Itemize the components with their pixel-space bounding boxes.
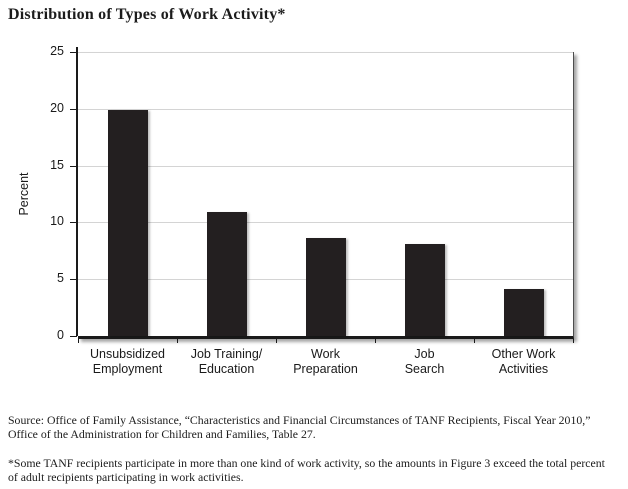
y-tick-label-0: 0 [57, 328, 64, 342]
x-tick-2 [276, 339, 277, 343]
category-label-line: Education [198, 362, 255, 376]
category-label-2: Job Training/Education [177, 347, 276, 377]
category-label-4: Job Search [375, 347, 474, 377]
x-tick-1 [177, 339, 178, 343]
y-tick-5 [70, 279, 77, 281]
category-label-line: Job [414, 347, 435, 361]
y-tick-20 [70, 108, 77, 110]
gridline-25 [78, 52, 573, 53]
y-tick-10 [70, 222, 77, 224]
y-tick-label-5: 5 [57, 271, 64, 286]
category-label-line: Job Training/ [190, 347, 263, 361]
category-label-1: Unsubsidized Employment [78, 347, 177, 377]
y-tick-label-25: 25 [50, 44, 64, 58]
bar-3 [305, 238, 346, 336]
x-tick-0 [78, 339, 79, 343]
x-tick-5 [573, 339, 574, 343]
category-label-line: Employment [92, 362, 163, 376]
category-label-3: Work Preparation [276, 347, 375, 377]
x-tick-3 [375, 339, 376, 343]
category-label-line: Search [404, 362, 445, 376]
category-label-line: Preparation [293, 362, 358, 376]
y-tick-0 [70, 336, 77, 337]
category-label-line: Activities [498, 362, 549, 376]
gridline-20 [78, 108, 573, 110]
source-note: Source: Office of Family Assistance, “Ch… [8, 412, 591, 442]
bar-4 [404, 244, 445, 336]
y-axis-title: Percent [17, 172, 31, 216]
x-tick-4 [474, 339, 475, 343]
footnote: *Some TANF recipients participate in mor… [8, 455, 605, 485]
category-label-line: Work [311, 347, 340, 361]
y-tick-label-15: 15 [50, 157, 64, 172]
y-tick-label-10: 10 [50, 214, 64, 229]
category-label-line: Unsubsidized [89, 347, 166, 361]
gridline-10 [78, 222, 573, 224]
y-tick-25 [70, 52, 77, 53]
bar-1 [107, 110, 148, 336]
gridline-15 [78, 165, 573, 167]
bar-5 [503, 289, 544, 336]
category-label-5: Other Work Activities [474, 347, 573, 377]
plot-area [78, 52, 574, 339]
y-axis-line [76, 47, 78, 336]
page-title: Distribution of Types of Work Activity* [8, 6, 286, 23]
y-tick-label-20: 20 [50, 100, 64, 115]
y-tick-15 [70, 165, 77, 167]
bar-2 [206, 212, 247, 336]
category-label-line: Other Work [491, 347, 556, 361]
